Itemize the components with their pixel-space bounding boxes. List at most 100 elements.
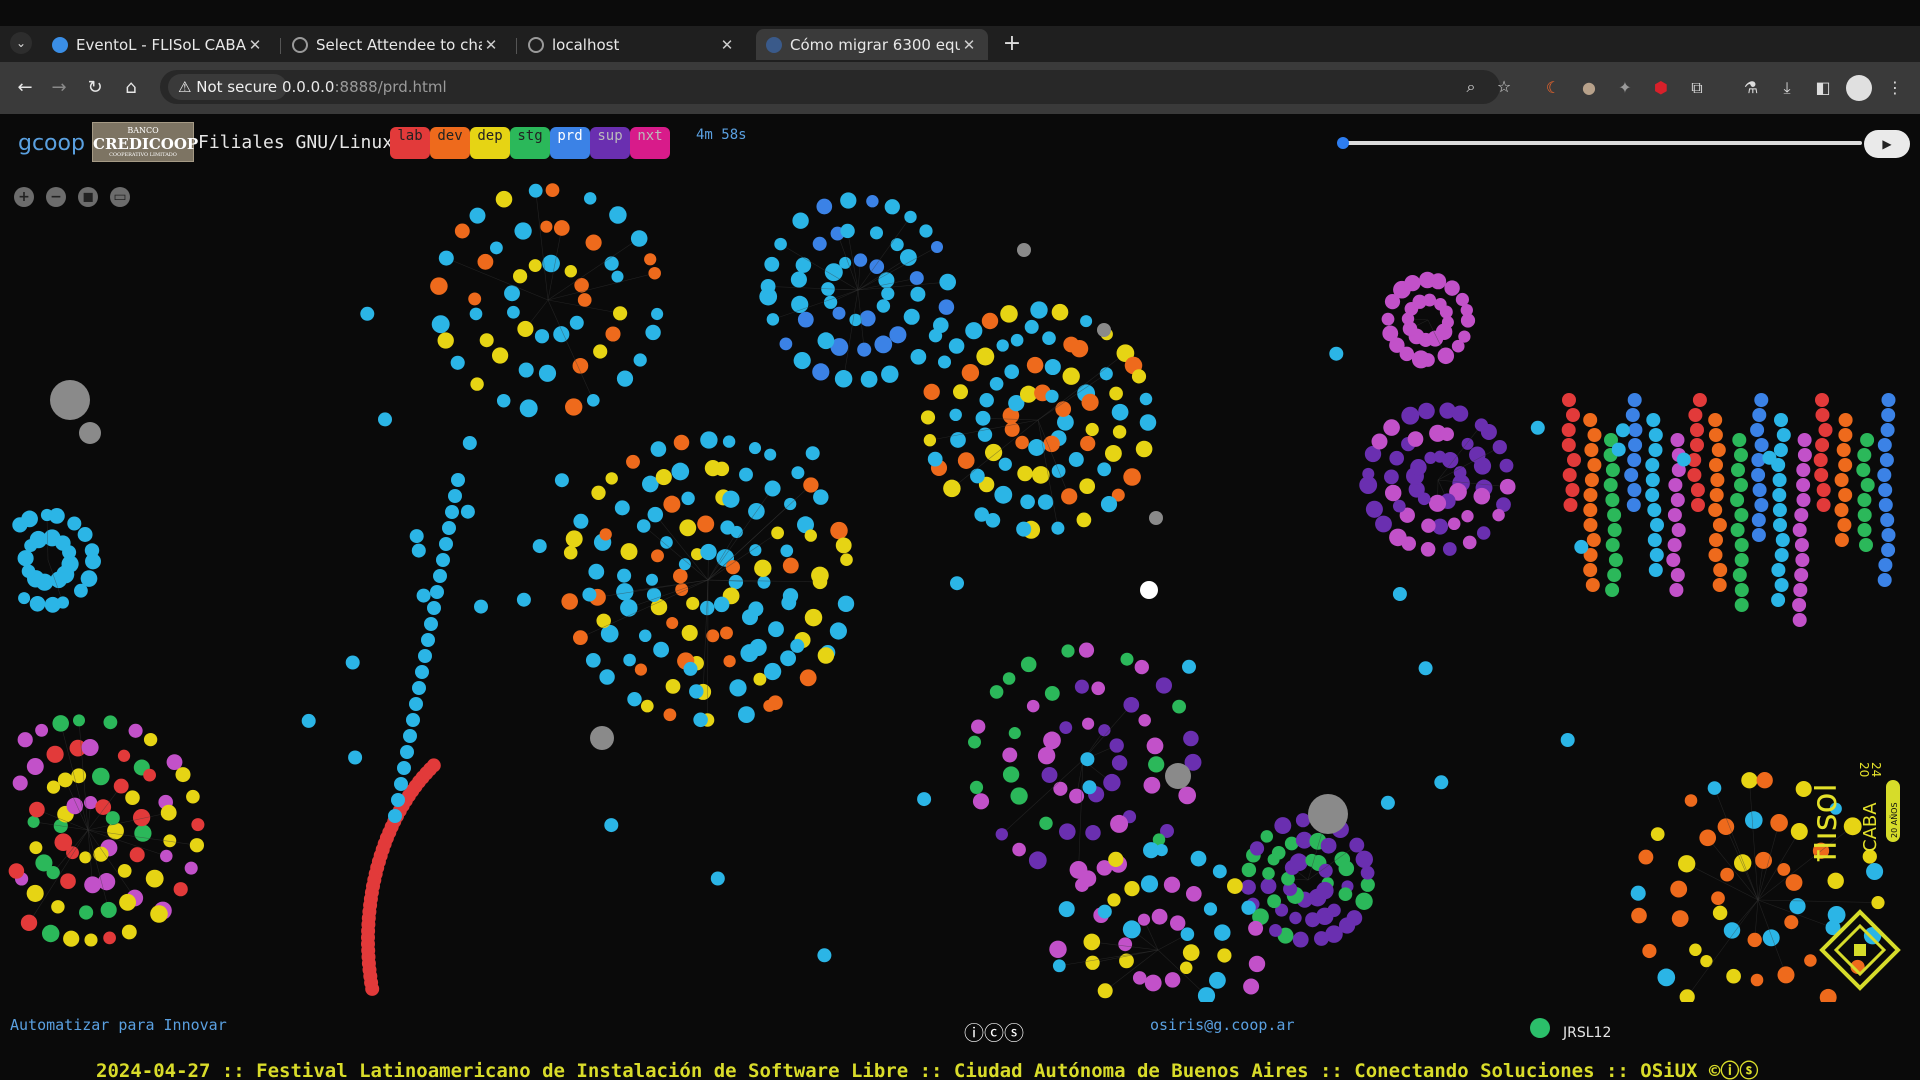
graph-node[interactable] [77, 527, 93, 542]
graph-node[interactable] [1271, 845, 1286, 860]
graph-node[interactable] [519, 399, 538, 418]
graph-node[interactable] [1667, 538, 1682, 552]
graph-node[interactable] [516, 592, 531, 607]
graph-node[interactable] [1789, 898, 1806, 915]
graph-node[interactable] [1420, 542, 1436, 557]
graph-node[interactable] [1776, 428, 1791, 442]
graph-node[interactable] [638, 629, 652, 643]
graph-node[interactable] [403, 729, 417, 743]
graph-node[interactable] [1881, 408, 1896, 422]
graph-node[interactable] [697, 515, 715, 533]
graph-node[interactable] [1726, 968, 1741, 984]
graph-node[interactable] [1793, 583, 1808, 597]
graph-node[interactable] [840, 192, 857, 209]
graph-node[interactable] [1771, 563, 1786, 577]
graph-node[interactable] [910, 286, 926, 302]
close-tab-icon[interactable]: ✕ [962, 35, 976, 54]
graph-node[interactable] [1137, 913, 1151, 926]
graph-node[interactable] [1838, 458, 1853, 472]
graph-node[interactable] [780, 544, 794, 558]
graph-node[interactable] [1185, 885, 1202, 902]
graph-node[interactable] [1355, 850, 1374, 869]
graph-node[interactable] [1439, 305, 1453, 319]
graph-node[interactable] [1108, 851, 1124, 868]
graph-node[interactable] [781, 595, 797, 611]
graph-node[interactable] [976, 347, 995, 366]
graph-node[interactable] [8, 863, 25, 879]
graph-node[interactable] [984, 443, 1003, 462]
graph-node[interactable] [1856, 463, 1871, 477]
graph-node[interactable] [1687, 468, 1702, 482]
graph-node[interactable] [1877, 438, 1892, 452]
graph-node[interactable] [1689, 943, 1702, 957]
graph-node[interactable] [1834, 533, 1849, 547]
graph-node[interactable] [604, 256, 619, 271]
graph-node[interactable] [1754, 393, 1769, 407]
graph-node[interactable] [1878, 498, 1893, 512]
graph-node[interactable] [1684, 794, 1698, 807]
graph-node[interactable] [1708, 548, 1723, 562]
graph-node[interactable] [1360, 877, 1375, 892]
graph-node[interactable] [1711, 891, 1725, 906]
graph-node[interactable] [1444, 280, 1460, 296]
extension-moon-icon[interactable]: ☾ [1545, 78, 1561, 97]
graph-node[interactable] [1712, 905, 1728, 921]
graph-node[interactable] [968, 735, 981, 749]
graph-node[interactable] [26, 884, 44, 902]
graph-node[interactable] [12, 775, 28, 791]
graph-node[interactable] [1058, 901, 1075, 918]
labs-flask-icon[interactable]: ⚗ [1743, 78, 1759, 97]
graph-node[interactable] [1217, 948, 1232, 963]
graph-node[interactable] [1155, 677, 1173, 694]
graph-node[interactable] [1019, 385, 1038, 403]
graph-node[interactable] [1711, 443, 1726, 457]
graph-node[interactable] [44, 596, 61, 613]
graph-node[interactable] [348, 750, 363, 765]
graph-node[interactable] [1139, 392, 1153, 406]
graph-node[interactable] [84, 796, 98, 810]
fullscreen-button[interactable]: ▭ [110, 187, 130, 207]
graph-node[interactable] [1700, 954, 1713, 968]
graph-node[interactable] [29, 801, 45, 818]
graph-node[interactable] [474, 599, 488, 614]
graph-node[interactable] [975, 410, 991, 426]
graph-node[interactable] [1837, 518, 1852, 532]
graph-node[interactable] [1313, 931, 1329, 946]
graph-node[interactable] [430, 585, 444, 599]
graph-node[interactable] [1794, 568, 1809, 582]
graph-node[interactable] [1139, 414, 1157, 431]
graph-node[interactable] [1708, 428, 1723, 442]
graph-node[interactable] [1667, 508, 1682, 522]
graph-node[interactable] [1111, 755, 1128, 771]
graph-node[interactable] [1709, 488, 1724, 502]
graph-node[interactable] [613, 306, 628, 321]
url-text[interactable]: 0.0.0.0:8888/prd.html [282, 70, 447, 104]
graph-node[interactable] [720, 626, 733, 640]
play-button[interactable]: ▶ [1864, 130, 1910, 158]
graph-node[interactable] [1002, 672, 1016, 685]
graph-node[interactable] [1734, 598, 1749, 612]
graph-node[interactable] [605, 326, 621, 342]
graph-node[interactable] [1687, 453, 1702, 467]
graph-node[interactable] [1051, 521, 1065, 535]
graph-node[interactable] [1773, 518, 1787, 532]
graph-node[interactable] [763, 699, 776, 712]
graph-node[interactable] [1699, 829, 1717, 847]
graph-node[interactable] [1428, 494, 1447, 512]
graph-node[interactable] [186, 789, 200, 804]
graph-node[interactable] [1774, 578, 1789, 592]
graph-node[interactable] [1249, 841, 1265, 856]
graph-node[interactable] [644, 253, 657, 266]
graph-node[interactable] [1360, 865, 1375, 880]
graph-node[interactable] [1152, 833, 1166, 846]
graph-node[interactable] [1734, 508, 1749, 522]
env-badge-sup[interactable]: sup [590, 127, 630, 159]
graph-node[interactable] [84, 933, 98, 947]
graph-node[interactable] [1730, 493, 1745, 507]
graph-node[interactable] [1772, 503, 1787, 517]
graph-node[interactable] [93, 846, 109, 862]
hub-node[interactable] [1149, 511, 1163, 525]
graph-node[interactable] [1410, 459, 1427, 476]
graph-node[interactable] [1274, 817, 1292, 835]
graph-node[interactable] [1857, 523, 1872, 537]
